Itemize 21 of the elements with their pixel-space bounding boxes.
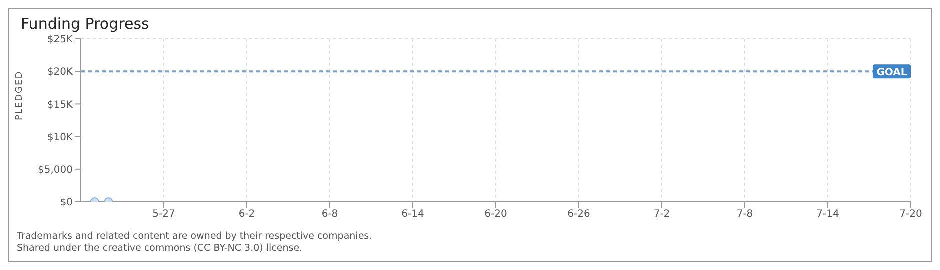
x-tick-label: 6-26 (568, 209, 590, 220)
x-tick-label: 6-20 (484, 209, 508, 220)
x-tick-label: 7-8 (736, 209, 754, 220)
x-tick-label: 7-20 (900, 209, 922, 220)
x-tick-label: 6-2 (238, 209, 256, 220)
y-tick-label: $10K (47, 132, 74, 144)
y-tick-label: $0 (60, 198, 73, 209)
chart-title: Funding Progress (21, 15, 150, 33)
y-tick-label: $20K (47, 67, 74, 78)
x-tick-label: 6-14 (402, 209, 424, 220)
text: Trademarks and related content are owned by their respective companies. (17, 231, 372, 243)
y-tick-label: $5,000 (38, 164, 73, 176)
ref-line-label: GOAL (876, 68, 908, 79)
x-tick-label: 5-27 (152, 209, 176, 220)
x-tick-label: 7-14 (816, 209, 840, 220)
y-axis-title: PLEDGED (15, 70, 26, 120)
y-tick-label: $25K (47, 34, 74, 46)
x-tick-label: 7-2 (654, 209, 670, 220)
x-tick-label: 6-8 (322, 209, 338, 220)
text: Shared under the creative commons (CC BY-NC 3.0) license. (17, 243, 304, 255)
y-tick-label: $15K (47, 100, 74, 111)
